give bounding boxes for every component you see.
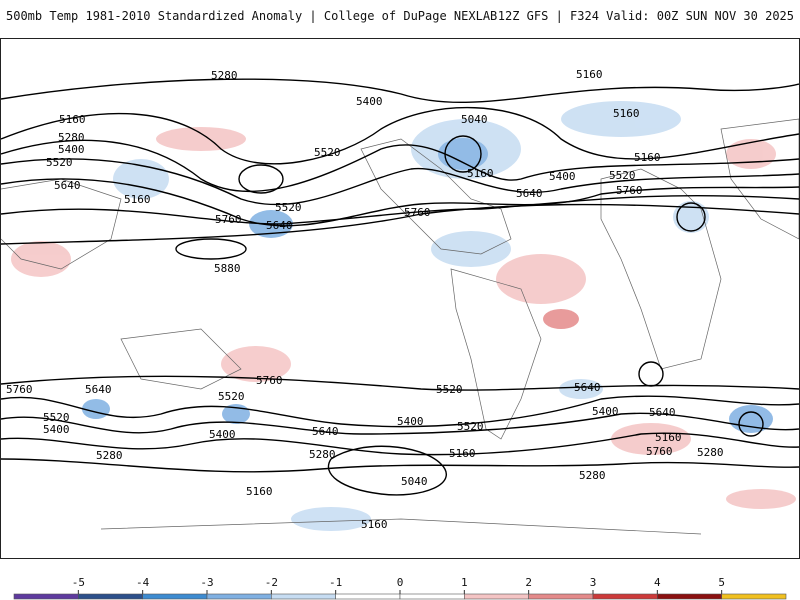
contour-label: 5640 xyxy=(85,383,112,396)
contour-label: 5400 xyxy=(209,428,236,441)
colorbar-tick-label: 0 xyxy=(396,576,404,589)
colorbar-segment xyxy=(206,593,272,600)
contour-label: 5520 xyxy=(218,390,245,403)
colorbar-tick-label: 3 xyxy=(589,576,597,589)
colorbar-tick-label: 4 xyxy=(654,576,661,589)
contour-label: 5760 xyxy=(256,374,283,387)
contour-label: 5520 xyxy=(314,146,341,159)
contour-label: 5400 xyxy=(356,95,383,108)
map-canvas: 5280 5160 5400 5160 5040 5160 5160 5280 … xyxy=(1,68,799,535)
contour-label: 5160 xyxy=(613,107,640,120)
contour-label: 5520 xyxy=(436,383,463,396)
anomaly-colorbar xyxy=(13,590,787,600)
contour-label: 5760 xyxy=(6,383,33,396)
colorbar-segment xyxy=(142,593,208,600)
contour-label: 5400 xyxy=(58,143,85,156)
contour-label: 5160 xyxy=(124,193,151,206)
colorbar-tick-label: -1 xyxy=(329,576,343,589)
contour-label: 5160 xyxy=(246,485,273,498)
contour-label: 5520 xyxy=(46,156,73,169)
contour-label: 5280 xyxy=(309,448,336,461)
colorbar-tick-label: -3 xyxy=(200,576,214,589)
colorbar-segment xyxy=(13,593,79,600)
contour-label: 5160 xyxy=(467,167,494,180)
colorbar-segment xyxy=(592,593,658,600)
contour-label: 5640 xyxy=(54,179,81,192)
colorbar-tick-label: -2 xyxy=(264,576,278,589)
contour-label: 5280 xyxy=(579,469,606,482)
colorbar-segment xyxy=(464,593,529,600)
contour-label: 5760 xyxy=(646,445,673,458)
colorbar-segment xyxy=(271,593,336,600)
contour-label: 5400 xyxy=(43,423,70,436)
contour-label: 5520 xyxy=(609,169,636,182)
colorbar-tick-label: -4 xyxy=(136,576,150,589)
contour-label: 5040 xyxy=(461,113,488,126)
contour-label: 5040 xyxy=(401,475,428,488)
contour-label: 5640 xyxy=(266,219,293,232)
contour-label: 5280 xyxy=(58,131,85,144)
contour-label: 5160 xyxy=(655,431,682,444)
contour-label: 5160 xyxy=(634,151,661,164)
contour-label: 5760 xyxy=(404,206,431,219)
contour-label: 5520 xyxy=(457,420,484,433)
contour-label: 5400 xyxy=(397,415,424,428)
contour-label: 5520 xyxy=(275,201,302,214)
map-title: 500mb Temp 1981-2010 Standardized Anomal… xyxy=(6,9,498,23)
model-run-info: 12Z GFS | F324 Valid: 00Z SUN NOV 30 202… xyxy=(497,9,794,23)
contour-labels: 5280 5160 5400 5160 5040 5160 5160 5280 … xyxy=(6,68,724,531)
contour-label: 5520 xyxy=(43,411,70,424)
contour-label: 5160 xyxy=(449,447,476,460)
colorbar-segment xyxy=(335,593,401,600)
contour-label: 5280 xyxy=(211,69,238,82)
colorbar-segment xyxy=(399,593,465,600)
contour-label: 5280 xyxy=(96,449,123,462)
colorbar-segment xyxy=(528,593,594,600)
colorbar-tick-label: 1 xyxy=(461,576,468,589)
contour-label: 5160 xyxy=(59,113,86,126)
contour-label: 5880 xyxy=(214,262,241,275)
contour-label: 5640 xyxy=(312,425,339,438)
contour-label: 5640 xyxy=(574,381,601,394)
title-bar: 500mb Temp 1981-2010 Standardized Anomal… xyxy=(0,0,800,34)
contour-label: 5280 xyxy=(697,446,724,459)
colorbar-tick-label: 2 xyxy=(525,576,532,589)
height-contours xyxy=(1,78,799,496)
contour-label: 5760 xyxy=(215,213,242,226)
colorbar-segment xyxy=(721,593,787,600)
contour-label: 5160 xyxy=(361,518,388,531)
contour-label: 5400 xyxy=(549,170,576,183)
contour-label: 5640 xyxy=(649,406,676,419)
colorbar-segment xyxy=(657,593,722,600)
contour-label: 5640 xyxy=(516,187,543,200)
contour-label: 5160 xyxy=(576,68,603,81)
contour-label: 5400 xyxy=(592,405,619,418)
map-panel: 5280 5160 5400 5160 5040 5160 5160 5280 … xyxy=(0,38,800,559)
colorbar-tick-label: 5 xyxy=(718,576,725,589)
contour-label: 5760 xyxy=(616,184,643,197)
colorbar-segment xyxy=(78,593,143,600)
colorbar-tick-label: -5 xyxy=(71,576,85,589)
